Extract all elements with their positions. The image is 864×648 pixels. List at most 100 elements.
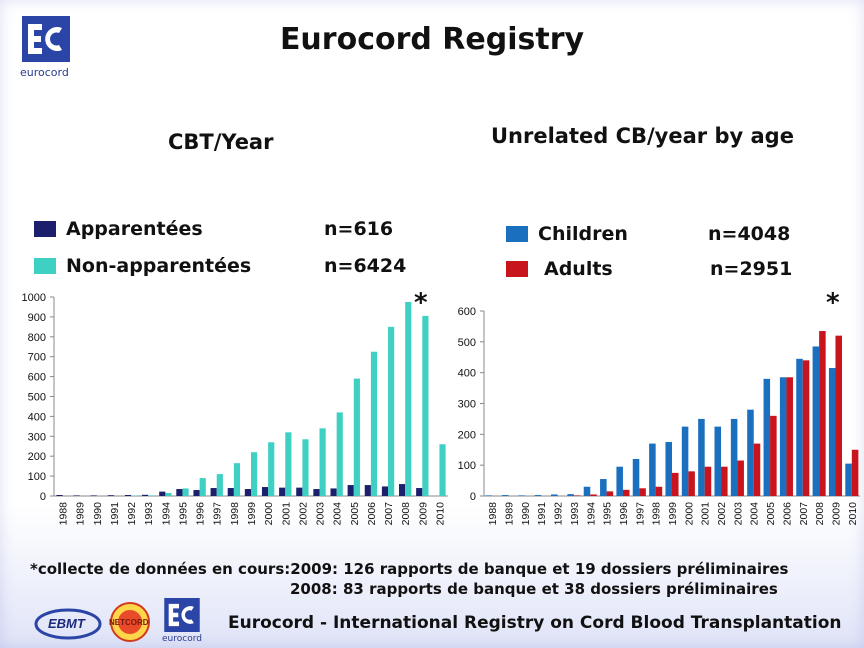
bar-adults-2006 — [786, 377, 793, 496]
x-tick-label: 1990 — [92, 502, 104, 526]
x-tick-label: 2009 — [830, 502, 842, 526]
eurocord-logo-text: eurocord — [20, 66, 69, 79]
y-tick-label: 100 — [458, 460, 476, 472]
bar-apparent-es-2009 — [416, 488, 423, 496]
x-tick-label: 2000 — [263, 502, 275, 526]
bar-adults-1993 — [573, 495, 581, 496]
bar-non-apparent-es-1995 — [182, 488, 189, 496]
y-tick-label: 100 — [28, 471, 46, 483]
right-legend-item-children: Children — [506, 223, 628, 245]
bar-apparent-es-2001 — [279, 487, 286, 496]
bar-apparent-es-1988 — [56, 495, 63, 496]
y-tick-label: 700 — [28, 352, 46, 364]
x-tick-label: 2008 — [400, 502, 412, 526]
bar-non-apparent-es-1998 — [233, 463, 241, 496]
x-tick-label: 2002 — [297, 502, 309, 526]
bar-apparent-es-1997 — [210, 488, 217, 496]
left-legend-item-non-apparentees: Non-apparentées — [34, 255, 251, 277]
x-tick-label: 2008 — [814, 502, 826, 526]
bar-adults-2003 — [737, 460, 744, 496]
netcord-logo: NETCORD — [104, 600, 156, 644]
eurocord-footer-logo: eurocord — [162, 598, 206, 646]
bar-children-2007 — [796, 358, 803, 496]
y-tick-label: 400 — [458, 368, 476, 380]
bar-apparent-es-2002 — [296, 487, 303, 496]
bar-apparent-es-2000 — [261, 487, 269, 496]
bar-apparent-es-2004 — [330, 488, 337, 496]
bar-apparent-es-1994 — [159, 491, 166, 496]
x-tick-label: 2009 — [417, 502, 429, 526]
bar-children-1992 — [551, 494, 558, 496]
x-tick-label: 1995 — [177, 502, 189, 526]
x-tick-label: 1991 — [536, 502, 548, 526]
bar-non-apparent-es-1993 — [148, 495, 155, 496]
bar-adults-1994 — [590, 494, 597, 496]
y-tick-label: 600 — [458, 306, 476, 318]
left-chart-subtitle: CBT/Year — [168, 130, 274, 154]
eurocord-footer-logo-text: eurocord — [162, 634, 202, 644]
x-tick-label: 2010 — [847, 502, 859, 526]
legend-swatch-adults — [506, 261, 528, 277]
x-tick-label: 1999 — [667, 502, 679, 526]
bar-apparent-es-2003 — [313, 489, 320, 496]
legend-label-non-apparentees: Non-apparentées — [66, 255, 252, 277]
bar-non-apparent-es-1994 — [165, 493, 172, 496]
x-tick-label: 1992 — [553, 502, 565, 526]
bar-children-2003 — [730, 418, 738, 496]
legend-label-apparentees: Apparentées — [66, 218, 203, 240]
eurocord-logo-icon — [22, 16, 70, 62]
bar-adults-2002 — [721, 466, 728, 496]
bar-children-1995 — [600, 479, 607, 496]
bar-adults-2010 — [851, 449, 859, 496]
eurocord-logo: eurocord — [20, 16, 76, 79]
right-legend-n-children: n=4048 — [708, 223, 791, 245]
y-tick-label: 600 — [28, 372, 46, 384]
bar-children-1998 — [649, 443, 656, 496]
y-tick-label: 800 — [28, 332, 46, 344]
x-tick-label: 1991 — [109, 502, 121, 526]
y-tick-label: 1000 — [22, 292, 46, 304]
bar-adults-2005 — [770, 415, 777, 496]
bar-adults-2000 — [688, 471, 695, 496]
bar-children-2001 — [698, 418, 705, 496]
bar-non-apparent-es-2000 — [268, 442, 275, 496]
bar-children-1999 — [665, 442, 672, 496]
bar-children-1990 — [518, 495, 525, 496]
bar-non-apparent-es-1996 — [199, 478, 206, 496]
bar-adults-1999 — [672, 472, 679, 496]
bar-apparent-es-1992 — [124, 495, 132, 496]
x-tick-label: 1998 — [229, 502, 241, 526]
note-line-1: *collecte de données en cours:2009: 126 … — [30, 560, 789, 578]
bar-children-2006 — [779, 377, 787, 496]
x-tick-label: 1994 — [585, 502, 597, 526]
bar-non-apparent-es-2010 — [439, 444, 446, 496]
netcord-logo-icon: NETCORD — [109, 602, 150, 642]
x-tick-label: 2005 — [349, 502, 361, 526]
bar-apparent-es-1991 — [107, 495, 114, 496]
left-legend-item-apparentees: Apparentées — [34, 218, 203, 240]
left-legend-n-apparentees: n=616 — [324, 218, 394, 240]
svg-text:NETCORD: NETCORD — [109, 618, 149, 627]
x-tick-label: 1993 — [569, 502, 581, 526]
right-chart-asterisk: * — [826, 288, 840, 318]
bar-adults-2001 — [704, 466, 712, 496]
x-tick-label: 1990 — [520, 502, 532, 526]
x-tick-label: 1997 — [212, 502, 224, 526]
bar-apparent-es-1990 — [90, 495, 97, 496]
x-tick-label: 2003 — [315, 502, 327, 526]
x-tick-label: 2007 — [383, 502, 395, 526]
bar-non-apparent-es-2003 — [319, 428, 326, 496]
svg-text:EBMT: EBMT — [48, 616, 86, 631]
x-tick-label: 1996 — [618, 502, 630, 526]
x-tick-label: 1993 — [143, 502, 155, 526]
x-tick-label: 2000 — [683, 502, 695, 526]
bar-apparent-es-1989 — [73, 495, 80, 496]
bar-apparent-es-1995 — [176, 489, 183, 496]
x-tick-label: 1988 — [58, 502, 70, 526]
bar-adults-1996 — [622, 489, 630, 496]
bar-non-apparent-es-2008 — [405, 301, 412, 496]
footer-title: Eurocord - International Registry on Cor… — [228, 613, 842, 633]
right-legend-n-adults: n=2951 — [710, 258, 793, 280]
ebmt-logo: EBMT — [32, 600, 102, 642]
x-tick-label: 1988 — [487, 502, 499, 526]
